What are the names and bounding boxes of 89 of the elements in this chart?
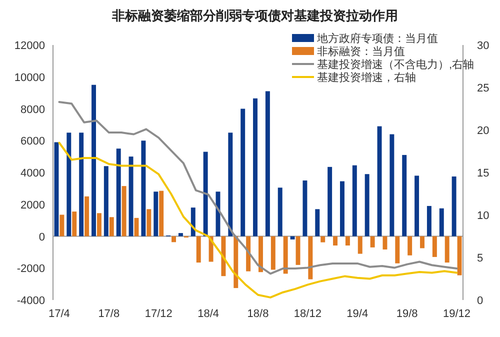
y-tick-label: 8000 xyxy=(20,104,45,116)
bar xyxy=(116,148,121,236)
bar xyxy=(234,236,238,288)
bar xyxy=(345,236,350,246)
y2-tick-label: 15 xyxy=(477,168,490,180)
bar xyxy=(278,188,282,236)
bar xyxy=(253,98,258,236)
legend-label: 基建投资增速（不含电力）,右轴 xyxy=(317,58,474,71)
bar xyxy=(420,236,424,248)
bar xyxy=(79,132,84,236)
bar xyxy=(172,236,176,242)
bar xyxy=(72,212,77,236)
bar xyxy=(60,214,64,236)
bar xyxy=(382,236,388,250)
bar xyxy=(290,236,295,240)
bar xyxy=(109,217,114,236)
bar xyxy=(432,236,437,257)
legend-label: 地方政府专项债：当月值 xyxy=(316,32,438,45)
y2-tick-label: 25 xyxy=(477,82,490,94)
x-tick-label: 17/12 xyxy=(144,308,172,320)
bar xyxy=(265,91,270,236)
bar xyxy=(452,176,456,236)
y-tick-label: 0 xyxy=(38,231,45,244)
y2-tick-label: 30 xyxy=(477,40,490,52)
bar xyxy=(128,156,134,236)
bar xyxy=(203,152,208,236)
x-tick-label: 18/12 xyxy=(294,308,322,320)
bar xyxy=(439,208,444,236)
bar xyxy=(444,236,450,263)
bar xyxy=(96,213,102,236)
legend-label: 基建投资增速，右轴 xyxy=(317,71,416,84)
bar xyxy=(352,165,357,236)
chart-title: 非标融资萎缩部分削弱专项债对基建投资拉动作用 xyxy=(111,8,398,23)
bar xyxy=(258,236,263,272)
y-tick-label: -4000 xyxy=(16,295,45,307)
bar xyxy=(141,140,146,236)
y-tick-label: 12000 xyxy=(14,40,45,52)
bar xyxy=(395,236,400,264)
bar xyxy=(240,108,246,236)
y2-tick-label: 20 xyxy=(477,125,490,137)
bar xyxy=(122,186,126,236)
bar xyxy=(221,236,226,276)
bar xyxy=(402,154,407,236)
bar xyxy=(283,236,288,274)
y-tick-label: 10000 xyxy=(14,72,45,84)
bar xyxy=(328,166,332,236)
bar xyxy=(246,236,251,272)
bar xyxy=(154,192,158,236)
bar xyxy=(308,236,313,280)
bar xyxy=(178,233,183,236)
y-tick-label: 2000 xyxy=(20,199,45,212)
x-tick-label: 17/4 xyxy=(48,308,70,320)
bar xyxy=(457,236,462,276)
bar xyxy=(54,142,59,236)
bar xyxy=(426,206,432,236)
y2-tick-label: 5 xyxy=(477,252,484,264)
x-tick-label: 18/4 xyxy=(198,308,220,320)
bar xyxy=(390,134,394,236)
bar xyxy=(302,180,308,236)
bar xyxy=(333,236,338,246)
bar xyxy=(196,236,201,263)
bar xyxy=(358,236,362,254)
bar xyxy=(340,181,344,236)
x-tick-label: 19/8 xyxy=(396,308,418,320)
bar xyxy=(370,236,375,248)
bar xyxy=(134,218,139,236)
x-tick-label: 18/8 xyxy=(247,308,269,320)
bar xyxy=(159,190,164,236)
y-tick-label: -2000 xyxy=(16,263,45,276)
bar xyxy=(320,236,326,242)
bar xyxy=(228,132,233,236)
bar xyxy=(84,196,90,236)
bar xyxy=(270,236,276,270)
y2-tick-label: 10 xyxy=(477,210,490,222)
bar xyxy=(146,209,152,236)
bar xyxy=(104,166,108,236)
y2-tick-label: 0 xyxy=(477,295,484,307)
bar xyxy=(414,176,420,236)
y-tick-label: 4000 xyxy=(20,168,45,180)
x-tick-label: 19/4 xyxy=(346,308,368,320)
bar xyxy=(315,209,320,236)
legend-label: 非标融资：当月值 xyxy=(317,45,405,58)
bar xyxy=(408,236,412,256)
y-tick-label: 6000 xyxy=(20,136,45,148)
bar xyxy=(92,84,96,236)
x-tick-label: 17/8 xyxy=(98,308,120,320)
bar xyxy=(364,174,370,236)
x-tick-label: 19/12 xyxy=(443,308,471,320)
bar xyxy=(66,132,72,236)
